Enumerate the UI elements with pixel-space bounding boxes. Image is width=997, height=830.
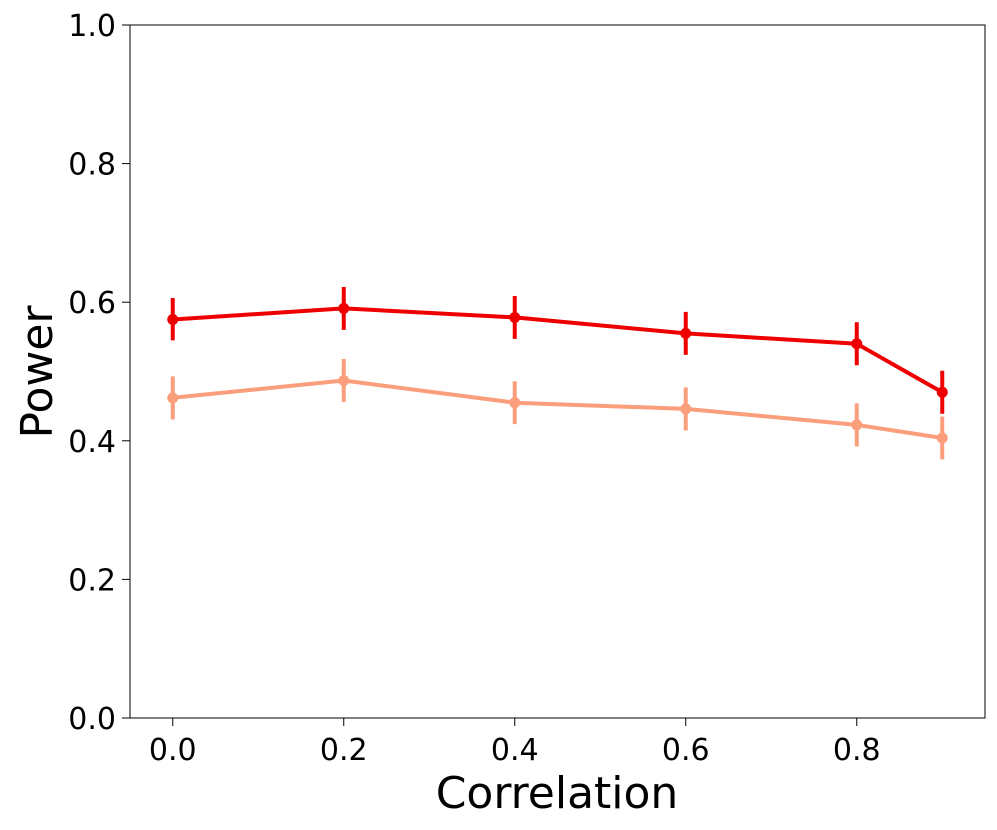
- x-tick-label: 0.0: [149, 733, 197, 768]
- y-tick-label: 0.6: [68, 286, 116, 321]
- y-tick-label: 0.0: [68, 702, 116, 737]
- series-layer: [167, 286, 948, 460]
- data-point: [509, 397, 521, 409]
- data-point: [680, 327, 692, 339]
- y-tick-label: 0.4: [68, 425, 116, 460]
- data-point: [936, 386, 948, 398]
- data-point: [167, 314, 179, 326]
- x-tick-label: 0.4: [491, 733, 539, 768]
- y-axis-title: Power: [12, 305, 63, 439]
- x-tick-label: 0.6: [662, 733, 710, 768]
- data-point: [509, 311, 521, 323]
- series-2: [167, 359, 948, 460]
- data-point: [338, 375, 350, 387]
- data-point: [851, 338, 863, 350]
- y-tick-label: 0.8: [68, 148, 116, 183]
- data-point: [680, 403, 692, 415]
- series-line: [172, 378, 943, 440]
- data-point: [338, 302, 350, 314]
- x-axis-title: Correlation: [436, 768, 679, 819]
- data-point: [167, 392, 179, 404]
- plot-frame: [129, 24, 986, 719]
- series-1: [167, 286, 948, 414]
- x-tick-label: 0.8: [833, 733, 881, 768]
- x-tick-label: 0.2: [320, 733, 368, 768]
- data-point: [936, 432, 948, 444]
- data-point: [851, 419, 863, 431]
- x-axis-ticks: 0.0 0.2 0.4 0.6 0.8: [149, 718, 881, 768]
- y-tick-label: 0.2: [68, 563, 116, 598]
- y-axis-ticks: 0.0 0.2 0.4 0.6 0.8 1.0: [68, 9, 130, 737]
- y-tick-label: 1.0: [68, 9, 116, 44]
- series-line: [172, 306, 944, 395]
